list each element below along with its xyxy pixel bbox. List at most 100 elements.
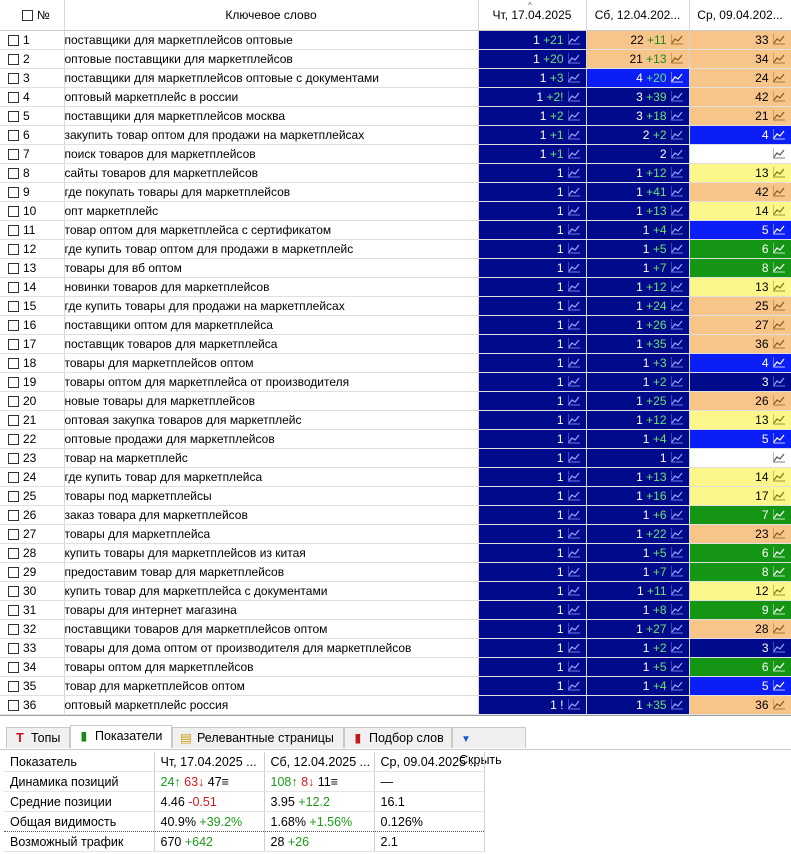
chart-icon[interactable]: [567, 509, 580, 520]
keyword-cell[interactable]: товар оптом для маркетплейса с сертифика…: [64, 220, 479, 240]
chart-icon[interactable]: [772, 72, 785, 83]
chart-icon[interactable]: [670, 528, 683, 539]
position-cell[interactable]: 1 +5: [586, 239, 690, 259]
chart-icon[interactable]: [670, 91, 683, 102]
chart-icon[interactable]: [567, 452, 580, 463]
row-checkbox[interactable]: [8, 491, 19, 503]
position-cell[interactable]: 8: [689, 258, 791, 278]
row-number[interactable]: 9: [0, 182, 65, 202]
keyword-row[interactable]: 27 товары для маркетплейса 1 1 +22 23: [0, 524, 791, 544]
chart-icon[interactable]: [567, 167, 580, 178]
chart-icon[interactable]: [670, 53, 683, 64]
chart-icon[interactable]: [772, 547, 785, 558]
keyword-cell[interactable]: товары для маркетплейса: [64, 524, 479, 544]
position-cell[interactable]: 1 +1: [478, 144, 587, 164]
keyword-row[interactable]: 23 товар на маркетплейс 1 1: [0, 448, 791, 468]
position-cell[interactable]: 28: [689, 619, 791, 639]
chart-icon[interactable]: [567, 300, 580, 311]
position-cell[interactable]: 1 +1: [478, 125, 587, 145]
position-cell[interactable]: 1 +2: [586, 372, 690, 392]
chart-icon[interactable]: [772, 623, 785, 634]
chart-icon[interactable]: [670, 509, 683, 520]
position-cell[interactable]: 1 +13: [586, 467, 690, 487]
keyword-cell[interactable]: товар на маркетплейс: [64, 448, 479, 468]
chart-icon[interactable]: [567, 338, 580, 349]
position-cell[interactable]: 33: [689, 30, 791, 50]
position-cell[interactable]: 13: [689, 410, 791, 430]
position-cell[interactable]: 14: [689, 467, 791, 487]
chart-icon[interactable]: [670, 699, 683, 710]
row-number[interactable]: 13: [0, 258, 65, 278]
keyword-row[interactable]: 22 оптовые продажи для маркетплейсов 1 1 +…: [0, 429, 791, 449]
row-checkbox[interactable]: [8, 548, 19, 560]
position-cell[interactable]: 1: [586, 448, 690, 468]
row-number[interactable]: 7: [0, 144, 65, 164]
chart-icon[interactable]: [772, 699, 785, 710]
position-cell[interactable]: 1: [478, 657, 587, 677]
row-number[interactable]: 1: [0, 30, 65, 50]
position-cell[interactable]: 8: [689, 562, 791, 582]
chart-icon[interactable]: [772, 642, 785, 653]
position-cell[interactable]: 1: [478, 562, 587, 582]
row-checkbox[interactable]: [8, 586, 19, 598]
chart-icon[interactable]: [670, 205, 683, 216]
position-cell[interactable]: 42: [689, 182, 791, 202]
position-cell[interactable]: 42: [689, 87, 791, 107]
row-number[interactable]: 35: [0, 676, 65, 696]
row-checkbox[interactable]: [8, 73, 19, 85]
position-cell[interactable]: 1 +4: [586, 220, 690, 240]
position-cell[interactable]: 1 +26: [586, 315, 690, 335]
keyword-row[interactable]: 19 товары оптом для маркетплейса от произ…: [0, 372, 791, 392]
keyword-row[interactable]: 25 товары под маркетплейсы 1 1 +16 17: [0, 486, 791, 506]
keyword-cell[interactable]: новые товары для маркетплейсов: [64, 391, 479, 411]
keyword-cell[interactable]: оптовые продажи для маркетплейсов: [64, 429, 479, 449]
position-cell[interactable]: 1: [478, 619, 587, 639]
position-cell[interactable]: 1 +12: [586, 163, 690, 183]
chart-icon[interactable]: [567, 433, 580, 444]
row-checkbox[interactable]: [8, 453, 19, 465]
position-cell[interactable]: 1: [478, 467, 587, 487]
chart-icon[interactable]: [772, 395, 785, 406]
position-cell[interactable]: 6: [689, 657, 791, 677]
row-checkbox[interactable]: [8, 681, 19, 693]
tab-word-selection[interactable]: ▮ Подбор слов: [344, 727, 452, 748]
row-checkbox[interactable]: [8, 643, 19, 655]
position-cell[interactable]: 1: [478, 182, 587, 202]
position-cell[interactable]: 1 +12: [586, 410, 690, 430]
row-number[interactable]: 19: [0, 372, 65, 392]
row-checkbox[interactable]: [8, 529, 19, 541]
chart-icon[interactable]: [670, 433, 683, 444]
position-cell[interactable]: 3: [689, 372, 791, 392]
chart-icon[interactable]: [670, 452, 683, 463]
chart-icon[interactable]: [567, 53, 580, 64]
keyword-row[interactable]: 28 купить товары для маркетплейсов из кит…: [0, 543, 791, 563]
chart-icon[interactable]: [567, 129, 580, 140]
keyword-row[interactable]: 12 где купить товар оптом для продажи в м…: [0, 239, 791, 259]
position-cell[interactable]: 1: [478, 163, 587, 183]
keyword-row[interactable]: 7 поиск товаров для маркетплейсов 1 +1 2: [0, 144, 791, 164]
row-number[interactable]: 3: [0, 68, 65, 88]
keyword-cell[interactable]: товар для маркетплейсов оптом: [64, 676, 479, 696]
keyword-cell[interactable]: оптовый маркетплейс россия: [64, 695, 479, 715]
chart-icon[interactable]: [772, 471, 785, 482]
chart-icon[interactable]: [670, 623, 683, 634]
row-checkbox[interactable]: [8, 396, 19, 408]
chart-icon[interactable]: [567, 661, 580, 672]
position-cell[interactable]: 21 +13: [586, 49, 690, 69]
position-cell[interactable]: 1: [478, 372, 587, 392]
chart-icon[interactable]: [567, 91, 580, 102]
keyword-cell[interactable]: поставщики для маркетплейсов оптовые: [64, 30, 479, 50]
position-cell[interactable]: 26: [689, 391, 791, 411]
keyword-cell[interactable]: новинки товаров для маркетплейсов: [64, 277, 479, 297]
stats-row[interactable]: Возможный трафик 670 +642 28 +26 2.1: [4, 831, 485, 852]
position-cell[interactable]: 1 +5: [586, 543, 690, 563]
row-checkbox[interactable]: [8, 187, 19, 199]
row-checkbox[interactable]: [8, 282, 19, 294]
position-cell[interactable]: 24: [689, 68, 791, 88]
chart-icon[interactable]: [670, 376, 683, 387]
keyword-row[interactable]: 10 опт маркетплейс 1 1 +13 14: [0, 201, 791, 221]
row-checkbox[interactable]: [8, 434, 19, 446]
header-num[interactable]: №: [0, 0, 65, 31]
chart-icon[interactable]: [670, 338, 683, 349]
row-number[interactable]: 18: [0, 353, 65, 373]
